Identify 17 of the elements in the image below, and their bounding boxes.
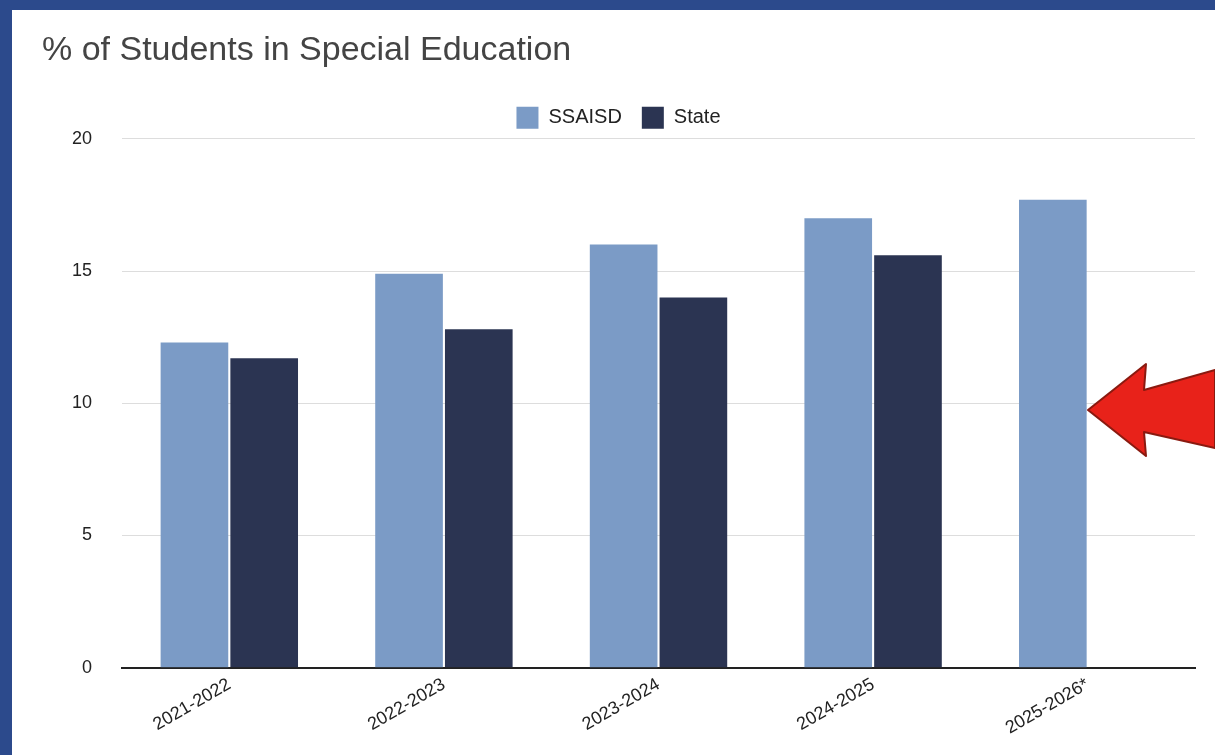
bar xyxy=(1019,199,1087,668)
legend-label: State xyxy=(673,105,721,128)
y-tick-label: 20 xyxy=(71,127,93,148)
bar xyxy=(230,358,299,668)
bar xyxy=(874,255,942,668)
y-tick-label: 5 xyxy=(82,524,93,545)
bar xyxy=(160,342,229,668)
y-tick-label: 10 xyxy=(71,392,93,413)
bar xyxy=(444,329,513,668)
chart-title: % of Students in Special Education xyxy=(42,28,572,67)
bar xyxy=(659,297,728,668)
bar xyxy=(375,273,443,668)
bar xyxy=(804,218,873,668)
y-tick-label: 15 xyxy=(71,260,93,281)
y-tick-label: 0 xyxy=(82,656,93,677)
legend-label: SSAISD xyxy=(548,105,622,128)
bar xyxy=(589,244,658,668)
